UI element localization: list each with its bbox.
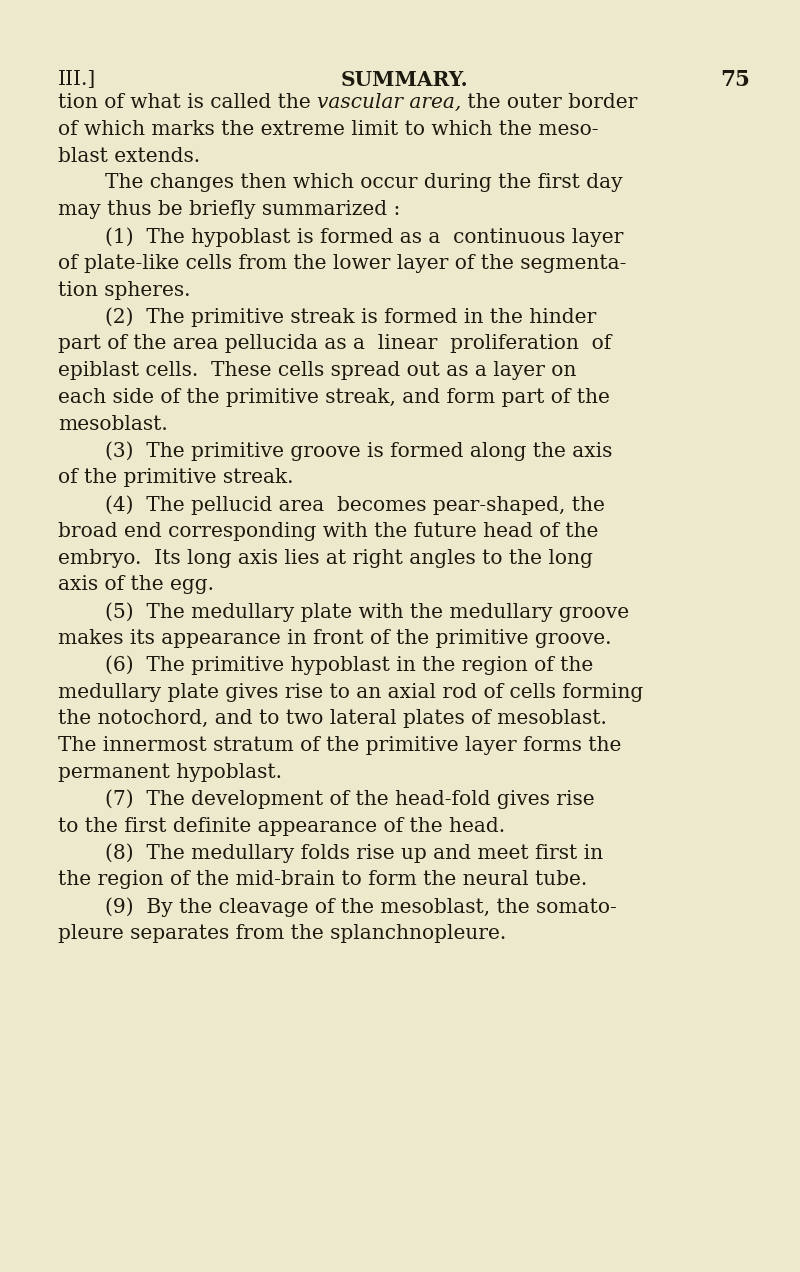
Text: III.]: III.] [58, 70, 96, 89]
Text: part of the area pellucida as a  linear  proliferation  of: part of the area pellucida as a linear p… [58, 335, 611, 354]
Text: tion of what is called the: tion of what is called the [58, 93, 317, 112]
Text: the outer border: the outer border [462, 93, 638, 112]
Text: The innermost stratum of the primitive layer forms the: The innermost stratum of the primitive l… [58, 736, 622, 756]
Text: permanent hypoblast.: permanent hypoblast. [58, 763, 282, 782]
Text: of plate-like cells from the lower layer of the segmenta-: of plate-like cells from the lower layer… [58, 254, 626, 272]
Text: each side of the primitive streak, and form part of the: each side of the primitive streak, and f… [58, 388, 610, 407]
Text: to the first definite appearance of the head.: to the first definite appearance of the … [58, 817, 505, 836]
Text: broad end corresponding with the future head of the: broad end corresponding with the future … [58, 522, 598, 541]
Text: The changes then which occur during the first day: The changes then which occur during the … [105, 173, 622, 192]
Text: may thus be briefly summarized :: may thus be briefly summarized : [58, 200, 400, 219]
Text: 75: 75 [720, 70, 750, 92]
Text: vascular area,: vascular area, [317, 93, 462, 112]
Text: epiblast cells.  These cells spread out as a layer on: epiblast cells. These cells spread out a… [58, 361, 576, 380]
Text: makes its appearance in front of the primitive groove.: makes its appearance in front of the pri… [58, 628, 611, 647]
Text: blast extends.: blast extends. [58, 146, 200, 165]
Text: the region of the mid-brain to form the neural tube.: the region of the mid-brain to form the … [58, 870, 587, 889]
Text: of the primitive streak.: of the primitive streak. [58, 468, 294, 487]
Text: tion spheres.: tion spheres. [58, 281, 190, 300]
Text: (4)  The pellucid area  becomes pear-shaped, the: (4) The pellucid area becomes pear-shape… [105, 495, 605, 515]
Text: mesoblast.: mesoblast. [58, 415, 168, 434]
Text: (6)  The primitive hypoblast in the region of the: (6) The primitive hypoblast in the regio… [105, 656, 594, 675]
Text: axis of the egg.: axis of the egg. [58, 575, 214, 594]
Text: embryo.  Its long axis lies at right angles to the long: embryo. Its long axis lies at right angl… [58, 548, 593, 567]
Text: pleure separates from the splanchnopleure.: pleure separates from the splanchnopleur… [58, 923, 506, 943]
Text: (7)  The development of the head-fold gives rise: (7) The development of the head-fold giv… [105, 790, 594, 809]
Text: (2)  The primitive streak is formed in the hinder: (2) The primitive streak is formed in th… [105, 308, 596, 327]
Text: (1)  The hypoblast is formed as a  continuous layer: (1) The hypoblast is formed as a continu… [105, 226, 623, 247]
Text: the notochord, and to two lateral plates of mesoblast.: the notochord, and to two lateral plates… [58, 710, 607, 729]
Text: (8)  The medullary folds rise up and meet first in: (8) The medullary folds rise up and meet… [105, 843, 603, 864]
Text: of which marks the extreme limit to which the meso-: of which marks the extreme limit to whic… [58, 120, 598, 139]
Text: (3)  The primitive groove is formed along the axis: (3) The primitive groove is formed along… [105, 441, 612, 460]
Text: (5)  The medullary plate with the medullary groove: (5) The medullary plate with the medulla… [105, 602, 629, 622]
Text: medullary plate gives rise to an axial rod of cells forming: medullary plate gives rise to an axial r… [58, 683, 643, 702]
Text: SUMMARY.: SUMMARY. [340, 70, 468, 89]
Text: (9)  By the cleavage of the mesoblast, the somato-: (9) By the cleavage of the mesoblast, th… [105, 897, 617, 917]
